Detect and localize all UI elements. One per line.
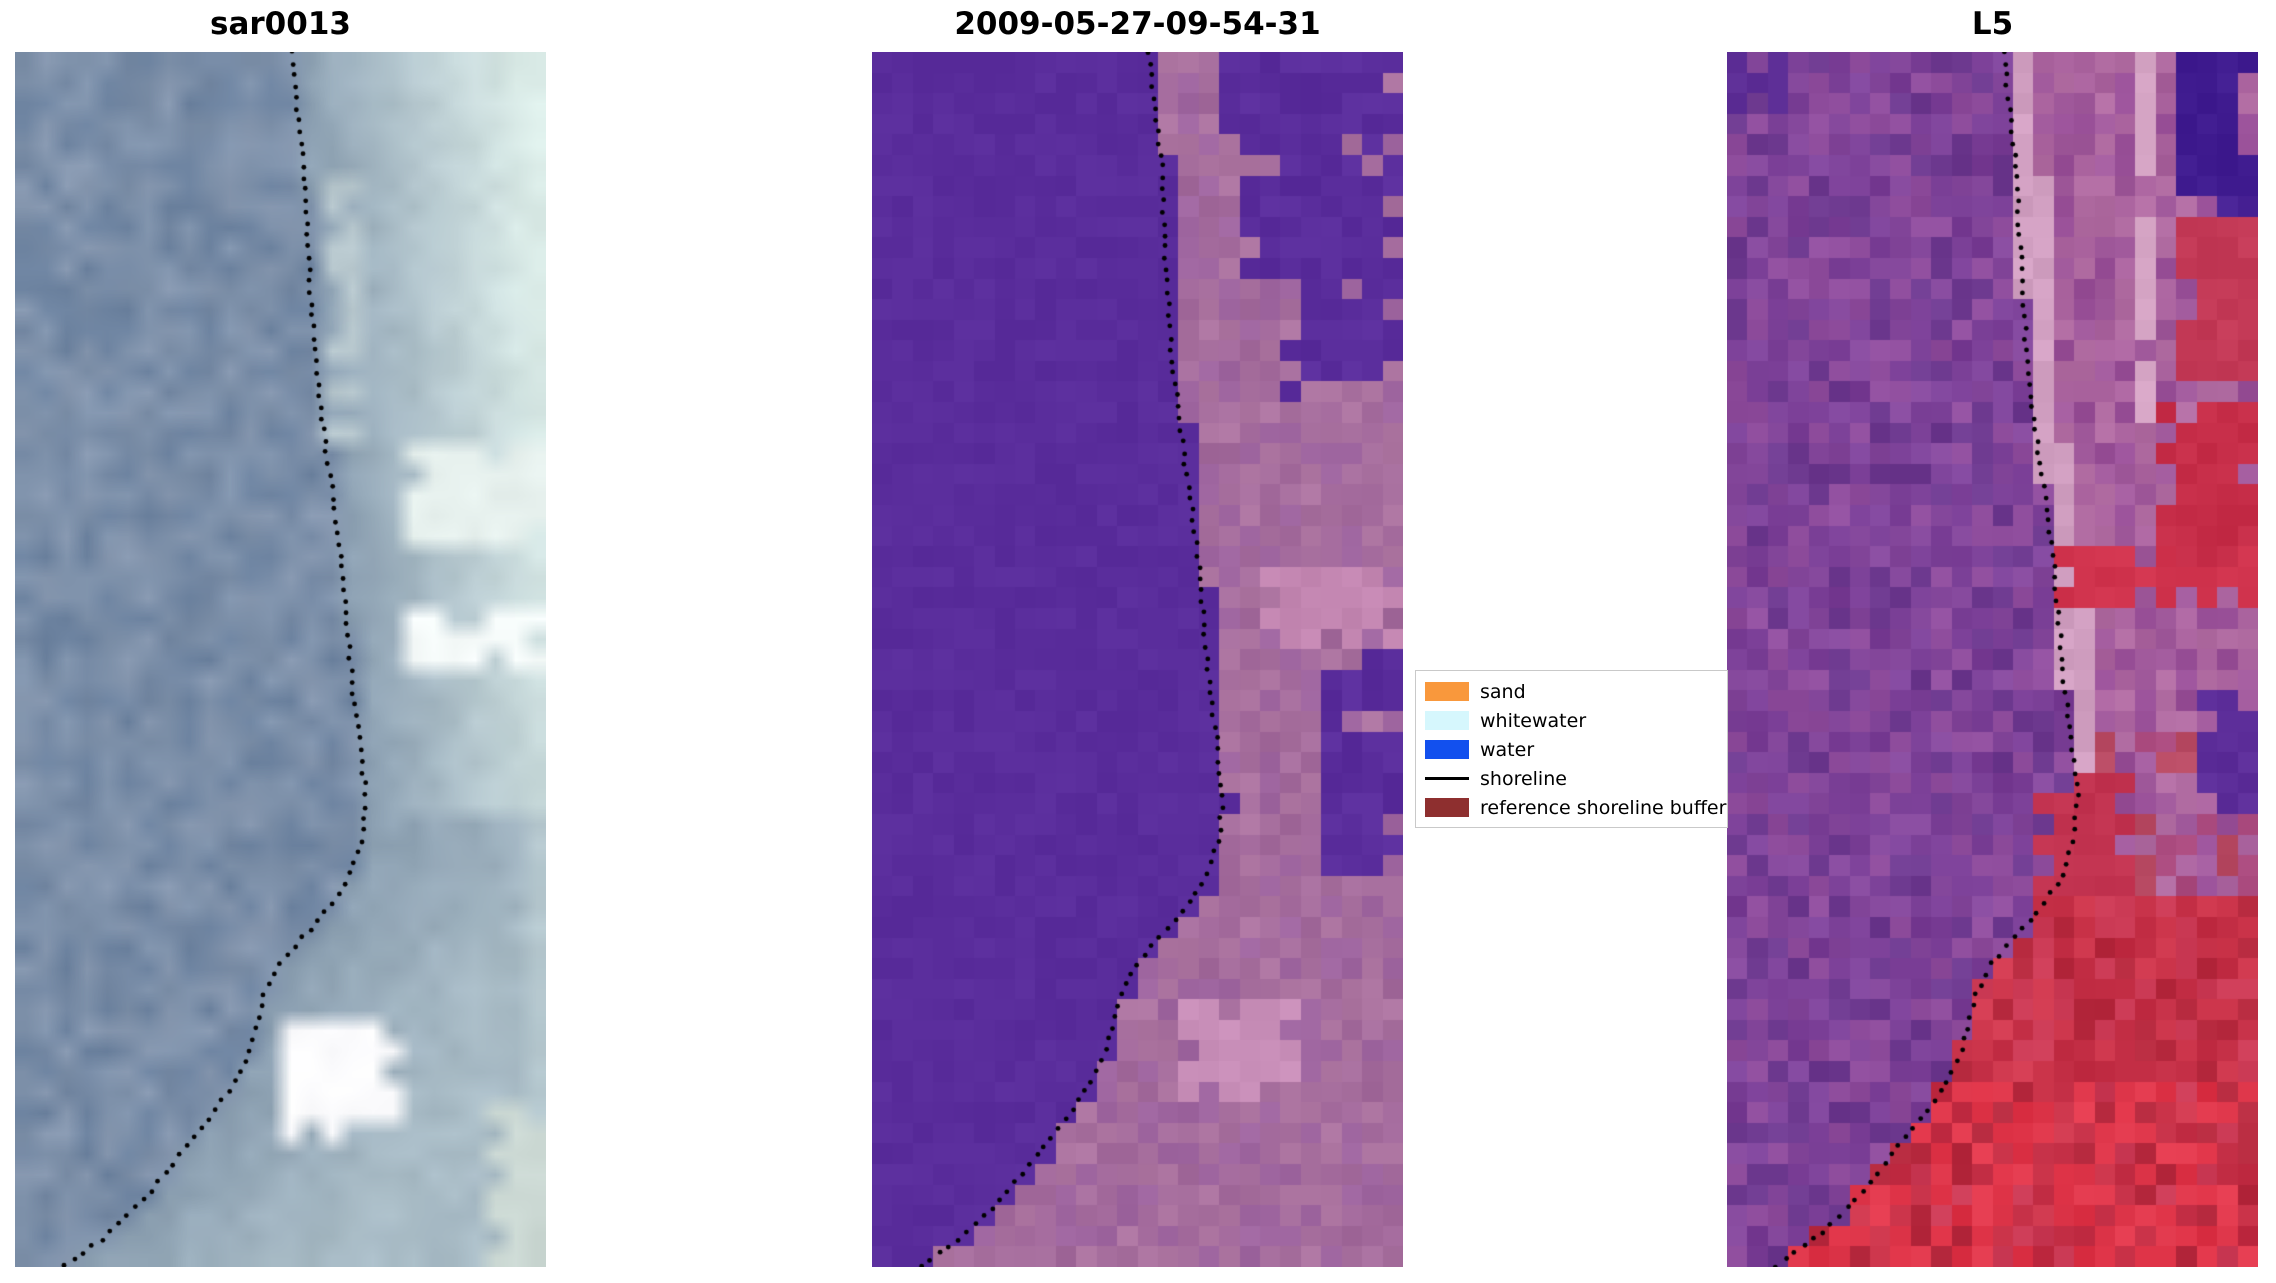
l5-satellite-image [1727, 52, 2258, 1267]
legend-label-shoreline: shoreline [1480, 767, 1567, 790]
legend-label-sand: sand [1480, 680, 1526, 703]
sar0013-satellite-image [15, 52, 546, 1267]
shoreline-line-icon [1425, 777, 1469, 780]
sand-swatch [1425, 682, 1469, 701]
legend-item-whitewater: whitewater [1425, 706, 1727, 735]
legend: sand whitewater water shoreline referenc… [1415, 670, 1728, 828]
water-swatch [1425, 740, 1469, 759]
legend-label-reference-shoreline-buffer: reference shoreline buffer [1480, 796, 1727, 819]
legend-label-water: water [1480, 738, 1535, 761]
legend-item-water: water [1425, 735, 1727, 764]
shoreline-line-swatch [1425, 769, 1469, 788]
panel-l5: L5 [1727, 6, 2258, 1267]
panel-title-sar0013: sar0013 [210, 6, 351, 42]
panel-title-l5: L5 [1971, 6, 2014, 42]
panel-sar0013: sar0013 [15, 6, 546, 1267]
reference-shoreline-buffer-swatch [1425, 798, 1469, 817]
whitewater-swatch [1425, 711, 1469, 730]
panel-title-classification: 2009-05-27-09-54-31 [954, 6, 1321, 42]
legend-label-whitewater: whitewater [1480, 709, 1587, 732]
panel-classification: 2009-05-27-09-54-31 [872, 6, 1403, 1267]
classification-image [872, 52, 1403, 1267]
legend-item-reference-shoreline-buffer: reference shoreline buffer [1425, 793, 1727, 822]
legend-item-sand: sand [1425, 677, 1727, 706]
legend-item-shoreline: shoreline [1425, 764, 1727, 793]
